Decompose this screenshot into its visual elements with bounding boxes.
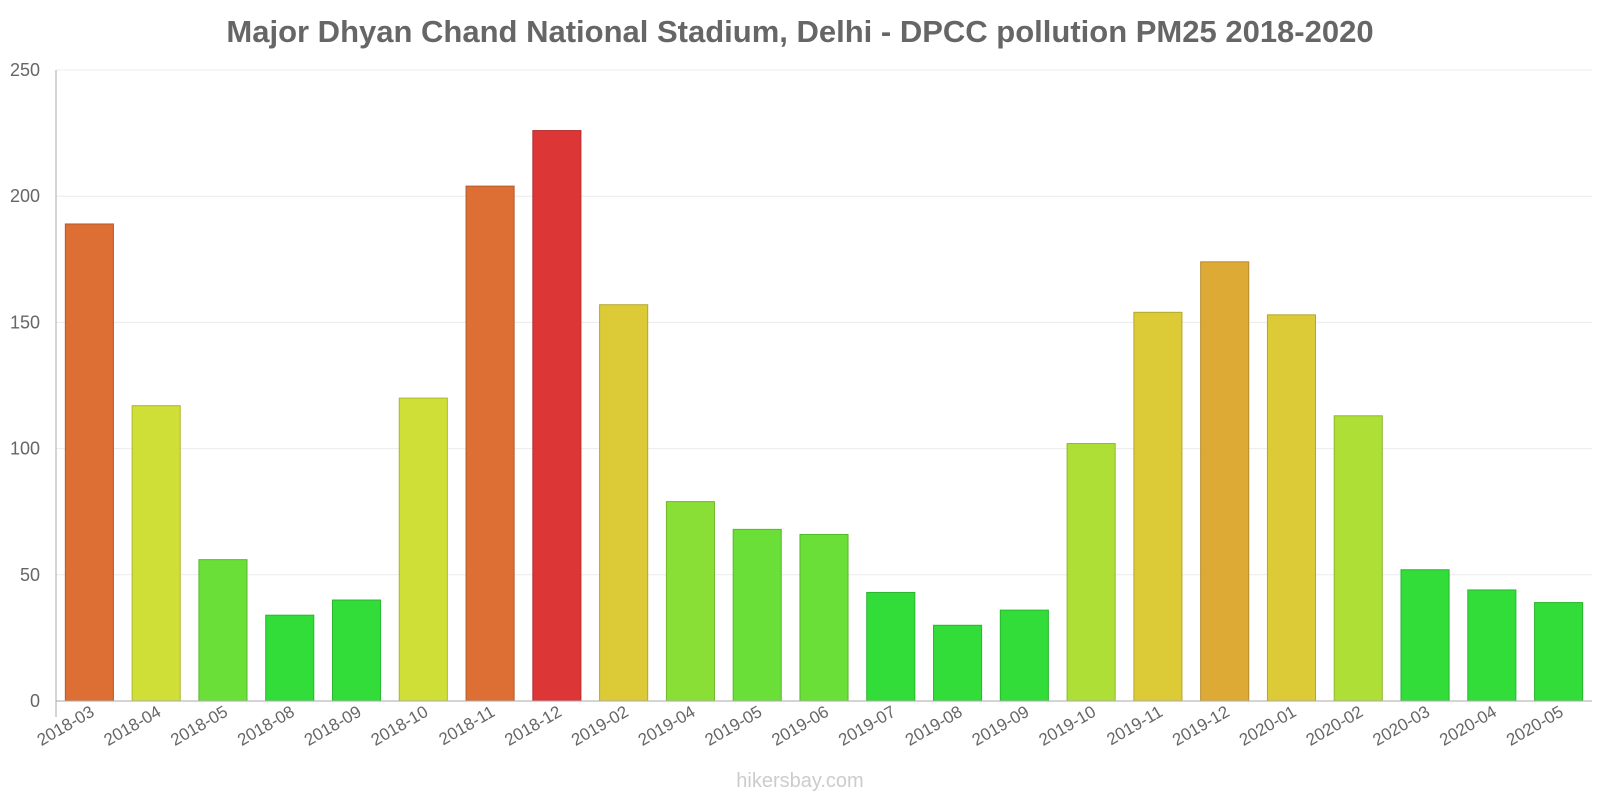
bar-2019-06 (799, 533, 849, 702)
x-tick-label: 2019-05 (702, 702, 766, 750)
x-tick-label: 2019-11 (1103, 702, 1165, 749)
x-tick-label: 2019-08 (902, 702, 966, 750)
x-tick-label: 2018-04 (101, 702, 165, 750)
x-tick-label: 2020-04 (1436, 702, 1500, 750)
y-tick-label: 50 (20, 565, 40, 585)
bar-2019-08 (933, 624, 983, 702)
bar-2020-02 (1333, 415, 1383, 702)
bar-2020-04 (1467, 589, 1517, 702)
bars (64, 130, 1584, 702)
bar-2019-05 (732, 528, 782, 702)
x-tick-label: 2020-03 (1370, 702, 1434, 750)
x-tick-label: 2019-12 (1169, 702, 1233, 750)
bar-2019-07 (866, 591, 916, 702)
x-tick-label: 2019-06 (768, 702, 832, 750)
bar-2018-05 (198, 559, 248, 702)
bar-2019-12 (1200, 261, 1250, 702)
y-tick-label: 200 (10, 186, 40, 206)
x-tick-label: 2018-12 (501, 702, 565, 750)
x-tick-labels: 2018-03 2018-04 2018-05 2018-08 2018-09 2018-… (34, 702, 1567, 750)
bar-2020-03 (1400, 569, 1450, 702)
bar-2019-09 (999, 609, 1049, 702)
x-tick-label: 2018-11 (436, 702, 498, 749)
x-tick-label: 2020-01 (1236, 702, 1300, 750)
chart-title: Major Dhyan Chand National Stadium, Delh… (226, 14, 1374, 49)
x-tick-label: 2018-05 (167, 702, 231, 750)
bar-2018-11 (465, 185, 515, 702)
y-tick-labels: 0 50 100 150 200 250 (10, 60, 40, 711)
bar-2019-04 (665, 501, 715, 702)
bar-2020-01 (1266, 314, 1317, 702)
bar-2019-10 (1066, 443, 1116, 702)
bar-2018-08 (265, 614, 315, 702)
x-tick-label: 2019-04 (635, 702, 699, 750)
x-tick-label: 2019-10 (1036, 702, 1100, 750)
bar-2020-05 (1534, 602, 1584, 702)
x-tick-label: 2018-10 (368, 702, 432, 750)
bar-2018-10 (398, 397, 448, 702)
bar-2018-12 (532, 130, 582, 702)
x-tick-label: 2020-05 (1503, 702, 1567, 750)
x-tick-label: 2018-08 (234, 702, 298, 750)
axes (55, 70, 1592, 717)
bar-2018-03 (64, 223, 114, 702)
x-tick-label: 2020-02 (1303, 702, 1367, 750)
y-tick-label: 100 (10, 439, 40, 459)
x-tick-label: 2018-09 (301, 702, 365, 750)
x-tick-label: 2019-02 (568, 702, 632, 750)
y-tick-label: 250 (10, 60, 40, 80)
y-tick-label: 0 (30, 691, 40, 711)
bar-2019-11 (1133, 311, 1183, 702)
y-tick-label: 150 (10, 312, 40, 332)
x-tick-label: 2018-03 (34, 702, 98, 750)
bar-2018-04 (131, 405, 181, 702)
bar-2018-09 (331, 599, 382, 702)
x-tick-label: 2019-09 (969, 702, 1033, 750)
watermark: hikersbay.com (736, 770, 864, 792)
x-tick-label: 2019-07 (835, 702, 899, 750)
bar-2019-02 (599, 304, 649, 702)
